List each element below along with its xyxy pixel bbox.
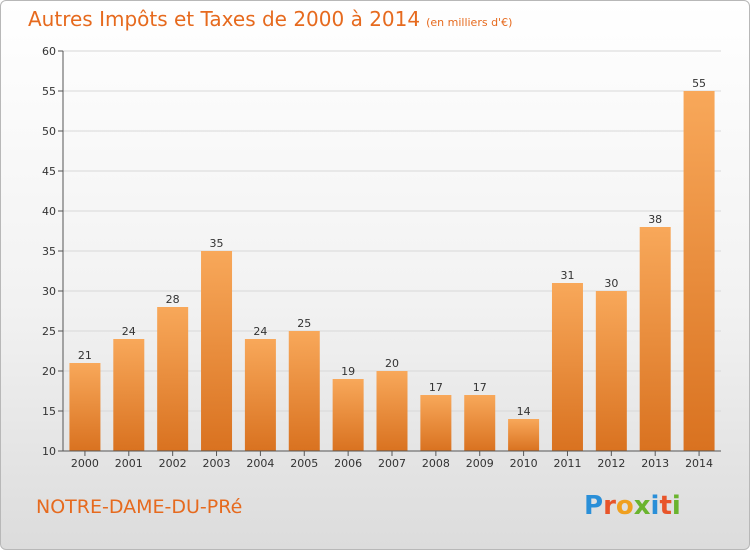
data-label-2000: 21: [78, 349, 92, 362]
data-label-2011: 31: [560, 269, 574, 282]
bar-2006: [332, 379, 364, 451]
chart-subtitle: (en milliers d'€): [426, 16, 513, 29]
x-tick-label-2001: 2001: [115, 457, 143, 470]
labels: 10 15 20 25 30 35 40 45 50 55 60 21 2000 24 2001 28 2002…: [42, 45, 713, 470]
y-tick-label: 30: [42, 285, 56, 298]
y-tick-label: 25: [42, 325, 56, 338]
x-tick-label-2007: 2007: [378, 457, 406, 470]
bar-2003: [201, 251, 233, 451]
data-label-2007: 20: [385, 357, 399, 370]
data-label-2001: 24: [122, 325, 136, 338]
data-label-2005: 25: [297, 317, 311, 330]
data-label-2010: 14: [517, 405, 531, 418]
x-tick-label-2002: 2002: [159, 457, 187, 470]
x-tick-label-2010: 2010: [510, 457, 538, 470]
data-label-2002: 28: [166, 293, 180, 306]
y-tick-label: 20: [42, 365, 56, 378]
y-tick-label: 40: [42, 205, 56, 218]
x-tick-label-2008: 2008: [422, 457, 450, 470]
data-label-2014: 55: [692, 77, 706, 90]
x-tick-label-2004: 2004: [246, 457, 274, 470]
data-label-2013: 38: [648, 213, 662, 226]
x-tick-label-2013: 2013: [641, 457, 669, 470]
y-tick-label: 15: [42, 405, 56, 418]
chart-title: Autres Impôts et Taxes de 2000 à 2014 (en…: [28, 7, 512, 31]
data-label-2004: 24: [253, 325, 267, 338]
y-tick-label: 60: [42, 45, 56, 58]
data-label-2008: 17: [429, 381, 443, 394]
y-tick-label: 45: [42, 165, 56, 178]
data-label-2009: 17: [473, 381, 487, 394]
y-tick-label: 10: [42, 445, 56, 458]
bar-2009: [464, 395, 496, 451]
bar-2000: [69, 363, 101, 451]
y-tick-label: 55: [42, 85, 56, 98]
bar-2012: [595, 291, 627, 451]
x-tick-label-2009: 2009: [466, 457, 494, 470]
x-tick-label-2003: 2003: [203, 457, 231, 470]
x-tick-label-2005: 2005: [290, 457, 318, 470]
x-tick-label-2011: 2011: [553, 457, 581, 470]
axes: [58, 50, 721, 456]
x-tick-label-2006: 2006: [334, 457, 362, 470]
x-tick-label-2000: 2000: [71, 457, 99, 470]
bar-2005: [288, 331, 320, 451]
bar-2011: [551, 283, 583, 451]
x-tick-label-2014: 2014: [685, 457, 713, 470]
bar-2008: [420, 395, 452, 451]
data-label-2012: 30: [604, 277, 618, 290]
proxiti-logo-text: Proxiti: [584, 491, 681, 521]
bar-2007: [376, 371, 408, 451]
proxiti-logo: Proxiti: [584, 491, 689, 525]
y-tick-label: 35: [42, 245, 56, 258]
bar-2001: [113, 339, 145, 451]
y-tick-label: 50: [42, 125, 56, 138]
bar-2010: [508, 419, 540, 451]
data-label-2003: 35: [210, 237, 224, 250]
bar-2014: [683, 91, 715, 451]
x-tick-label-2012: 2012: [597, 457, 625, 470]
bars: [69, 91, 715, 451]
bar-2004: [244, 339, 276, 451]
bar-2013: [639, 227, 671, 451]
bar-2002: [157, 307, 189, 451]
data-label-2006: 19: [341, 365, 355, 378]
chart-title-text: Autres Impôts et Taxes de 2000 à 2014: [28, 7, 421, 31]
commune-name: NOTRE-DAME-DU-PRé: [36, 496, 243, 518]
